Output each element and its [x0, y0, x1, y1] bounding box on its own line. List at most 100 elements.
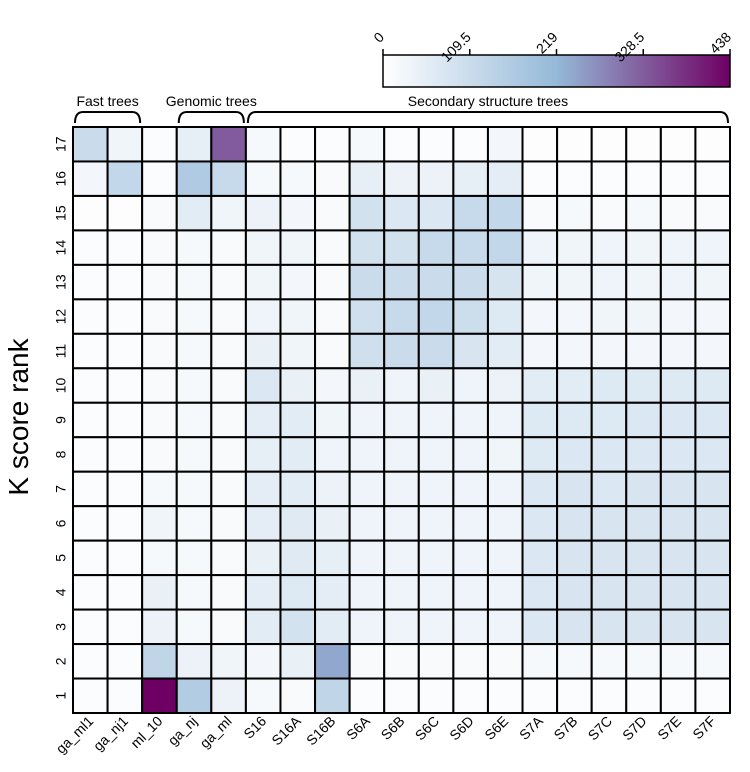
- x-tick-label: ga_ml: [196, 713, 234, 751]
- heatmap-cell: [625, 298, 662, 335]
- heatmap-cell: [348, 160, 386, 197]
- y-tick-label: 9: [53, 416, 69, 424]
- heatmap-cell: [556, 505, 593, 542]
- heatmap-cell: [521, 470, 559, 508]
- heatmap-cell: [383, 160, 420, 197]
- y-tick-label: 13: [53, 274, 69, 290]
- heatmap-cell: [556, 470, 593, 508]
- heatmap-cell: [244, 160, 282, 197]
- heatmap-cell: [383, 436, 420, 473]
- heatmap-cell: [175, 643, 213, 680]
- heatmap-cell: [521, 160, 559, 197]
- heatmap-cell: [486, 401, 524, 439]
- heatmap-cell: [486, 436, 524, 473]
- heatmap-cell: [417, 126, 455, 163]
- heatmap-cell: [694, 401, 732, 439]
- x-tick-label: S6D: [446, 713, 477, 744]
- heatmap-cell: [417, 643, 455, 680]
- heatmap-cell: [141, 401, 178, 439]
- heatmap-cell: [175, 505, 213, 542]
- heatmap-cell: [590, 539, 628, 577]
- heatmap-cell: [625, 677, 662, 715]
- x-tick-label: S7A: [516, 712, 546, 742]
- heatmap-cell: [210, 608, 247, 646]
- heatmap-cell: [175, 367, 213, 404]
- group-label: Genomic trees: [166, 93, 257, 109]
- heatmap-cell: [141, 436, 178, 473]
- heatmap-cell: [314, 643, 351, 680]
- heatmap-cell: [314, 263, 351, 301]
- heatmap-cell: [175, 298, 213, 335]
- heatmap-cell: [659, 436, 697, 473]
- heatmap-cell: [244, 505, 282, 542]
- heatmap-cell: [452, 332, 489, 370]
- x-tick-label: ml_10: [127, 713, 165, 751]
- heatmap-cell: [383, 539, 420, 577]
- heatmap-cell: [106, 539, 144, 577]
- heatmap-cell: [106, 608, 144, 646]
- heatmap-cell: [590, 194, 628, 232]
- heatmap-cell: [521, 126, 559, 163]
- heatmap-cell: [556, 574, 593, 611]
- heatmap-cell: [452, 229, 489, 266]
- heatmap-cell: [106, 229, 144, 266]
- heatmap-cell: [348, 608, 386, 646]
- heatmap-cell: [72, 608, 109, 646]
- heatmap-cell: [556, 160, 593, 197]
- heatmap-cell: [106, 401, 144, 439]
- heatmap-cell: [383, 574, 420, 611]
- heatmap-cell: [694, 505, 732, 542]
- heatmap-cell: [210, 263, 247, 301]
- heatmap-cell: [659, 298, 697, 335]
- heatmap-cell: [279, 643, 317, 680]
- group-bracket: [177, 111, 245, 124]
- heatmap-cell: [417, 263, 455, 301]
- heatmap-cell: [314, 539, 351, 577]
- heatmap-cell: [659, 539, 697, 577]
- y-tick-labels: 17 16 15 14 13 12 11 10 9 8 7 6 5 4 3 2 1: [53, 136, 69, 699]
- heatmap-cell: [590, 608, 628, 646]
- heatmap-cell: [556, 539, 593, 577]
- heatmap-cell: [486, 367, 524, 404]
- heatmap-cell: [417, 367, 455, 404]
- x-tick-label: S6C: [412, 713, 443, 744]
- heatmap-cell: [348, 436, 386, 473]
- heatmap-cell: [590, 126, 628, 163]
- heatmap-cell: [521, 505, 559, 542]
- x-tick-label: S7E: [654, 713, 684, 743]
- heatmap-cell: [590, 436, 628, 473]
- heatmap-cell: [486, 126, 524, 163]
- heatmap-cell: [486, 160, 524, 197]
- heatmap-cell: [314, 608, 351, 646]
- heatmap-cell: [175, 677, 213, 715]
- heatmap-cell: [452, 126, 489, 163]
- heatmap-cell: [486, 539, 524, 577]
- x-tick-label: S6E: [481, 713, 511, 743]
- heatmap-cell: [659, 263, 697, 301]
- heatmap-cell: [417, 332, 455, 370]
- heatmap-cell: [244, 194, 282, 232]
- heatmap-cell: [348, 194, 386, 232]
- heatmap-cell: [590, 160, 628, 197]
- heatmap-cell: [417, 229, 455, 266]
- heatmap-cell: [452, 608, 489, 646]
- heatmap-cell: [659, 677, 697, 715]
- heatmap-cell: [244, 574, 282, 611]
- heatmap-cell: [279, 126, 317, 163]
- heatmap-cell: [244, 263, 282, 301]
- heatmap-cell: [314, 367, 351, 404]
- heatmap-cell: [314, 126, 351, 163]
- x-tick-label: ga_nj: [165, 713, 201, 749]
- heatmap-cell: [244, 677, 282, 715]
- heatmap-cell: [556, 643, 593, 680]
- y-tick-label: 3: [53, 623, 69, 631]
- heatmap-cell: [106, 367, 144, 404]
- heatmap-cell: [175, 126, 213, 163]
- heatmap-cell: [452, 574, 489, 611]
- heatmap-cell: [314, 401, 351, 439]
- colorbar-tick-label: 0: [370, 29, 387, 46]
- heatmap-cell: [417, 436, 455, 473]
- heatmap-cell: [279, 436, 317, 473]
- heatmap-cell: [486, 229, 524, 266]
